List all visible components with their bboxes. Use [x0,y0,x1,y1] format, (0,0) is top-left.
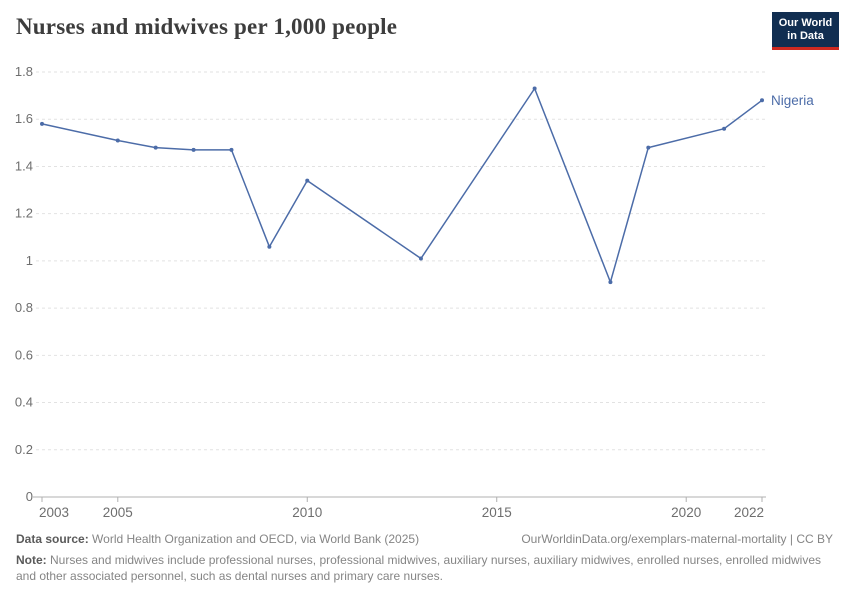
owid-logo-text-line2: in Data [787,30,824,42]
note-line: Note: Nurses and midwives include profes… [16,552,833,584]
data-source-text: World Health Organization and OECD, via … [88,532,420,546]
y-tick-label: 0.8 [15,300,33,315]
data-point[interactable] [191,147,196,152]
data-point[interactable] [40,121,44,126]
y-tick-label: 1.2 [15,206,33,221]
y-tick-label: 1.8 [15,64,33,79]
data-point[interactable] [418,256,423,261]
chart-footer: Data source: World Health Organization a… [16,531,833,584]
y-tick-label: 1.4 [15,158,33,173]
data-point[interactable] [267,244,272,249]
data-point[interactable] [608,280,613,285]
y-tick-label: 0.2 [15,442,33,457]
y-tick-label: 0 [26,489,33,504]
data-point[interactable] [305,178,310,183]
page-title: Nurses and midwives per 1,000 people [16,14,398,39]
y-tick-label: 0.6 [15,347,33,362]
data-point[interactable] [646,145,651,150]
x-tick-label: 2022 [734,505,764,520]
note-text: Nurses and midwives include professional… [16,553,821,583]
data-point[interactable] [722,126,727,131]
data-point[interactable] [760,98,764,103]
owid-url-link[interactable]: OurWorldinData.org/exemplars-maternal-mo… [521,532,833,546]
owid-logo-text-line1: Our World [778,17,833,29]
data-point[interactable] [229,147,234,152]
x-tick-label: 2005 [103,505,133,520]
y-tick-label: 1 [26,253,33,268]
x-tick-label: 2020 [671,505,701,520]
x-tick-label: 2010 [292,505,322,520]
data-source-label: Data source: [16,532,89,546]
x-tick-label: 2003 [39,505,69,520]
data-source-line: Data source: World Health Organization a… [16,531,419,547]
note-label: Note: [16,553,47,567]
owid-logo[interactable]: Our World in Data [772,12,839,50]
y-tick-label: 1.6 [15,111,33,126]
data-point[interactable] [115,138,120,143]
x-tick-label: 2015 [482,505,512,520]
series-line[interactable] [41,87,763,283]
data-point[interactable] [532,86,537,91]
y-tick-label: 0.4 [15,395,33,410]
series-end-label[interactable]: Nigeria [771,93,814,108]
data-point[interactable] [153,145,158,150]
